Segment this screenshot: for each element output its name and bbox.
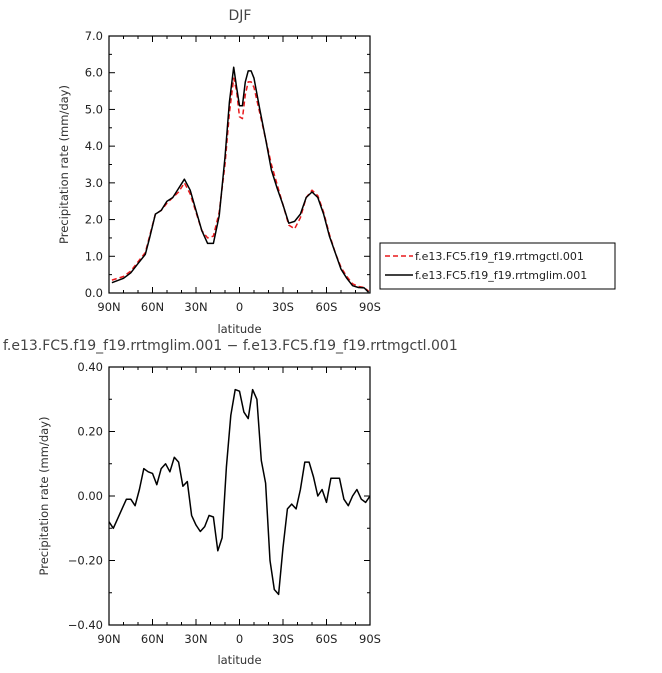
top-series-line-1 bbox=[111, 66, 370, 293]
top-xtick-label: 0 bbox=[236, 300, 243, 314]
bottom-ytick-label: −0.20 bbox=[68, 554, 103, 568]
bottom-xtick-label: 60S bbox=[316, 632, 338, 646]
top-xtick-label: 90S bbox=[359, 300, 381, 314]
top-series-group bbox=[111, 66, 370, 293]
top-ytick-label: 4.0 bbox=[85, 139, 103, 153]
bottom-xtick-label: 30S bbox=[272, 632, 294, 646]
top-ytick-label: 6.0 bbox=[85, 66, 103, 80]
bottom-ytick-label: −0.40 bbox=[68, 618, 103, 632]
top-xtick-label: 30S bbox=[272, 300, 294, 314]
bottom-plot-frame bbox=[108, 366, 371, 626]
bottom-chart-title: f.e13.FC5.f19_f19.rrtmglim.001 − f.e13.F… bbox=[3, 338, 458, 354]
top-xtick-label: 30N bbox=[184, 300, 207, 314]
top-ytick-label: 5.0 bbox=[85, 102, 103, 116]
top-ytick-label: 3.0 bbox=[85, 176, 103, 190]
bottom-x-axis-label: latitude bbox=[217, 653, 261, 667]
top-chart-title: DJF bbox=[229, 8, 252, 24]
top-x-axis-label: latitude bbox=[217, 322, 261, 336]
bottom-xtick-label: 0 bbox=[236, 632, 243, 646]
top-chart-panel: DJF 90N 60N 30N 0 30S 60S 90S 0.0 1.0 2.0 3.0 4.0 5.0… bbox=[57, 8, 616, 336]
bottom-xtick-label: 90S bbox=[359, 632, 381, 646]
legend-label-1: f.e13.FC5.f19_f19.rrtmglim.001 bbox=[415, 269, 587, 282]
bottom-series-line-0 bbox=[109, 388, 370, 596]
legend-label-0: f.e13.FC5.f19_f19.rrtmgctl.001 bbox=[415, 250, 584, 263]
bottom-xtick-label: 90N bbox=[97, 632, 120, 646]
top-y-axis-label: Precipitation rate (mm/day) bbox=[57, 85, 71, 244]
bottom-ytick-label: 0.00 bbox=[77, 489, 103, 503]
top-ytick-label: 1.0 bbox=[85, 249, 103, 263]
bottom-ytick-label: 0.40 bbox=[77, 360, 103, 374]
top-xtick-label: 60N bbox=[141, 300, 164, 314]
bottom-ytick-label: 0.20 bbox=[77, 425, 103, 439]
bottom-chart-panel: f.e13.FC5.f19_f19.rrtmglim.001 − f.e13.F… bbox=[3, 338, 458, 667]
top-plot-frame bbox=[108, 35, 371, 294]
legend-box bbox=[379, 242, 616, 290]
bottom-series-group bbox=[109, 388, 370, 596]
top-xtick-label: 90N bbox=[97, 300, 120, 314]
top-ytick-label: 0.0 bbox=[85, 286, 103, 300]
bottom-xtick-label: 30N bbox=[184, 632, 207, 646]
top-xtick-label: 60S bbox=[316, 300, 338, 314]
bottom-y-axis-label: Precipitation rate (mm/day) bbox=[37, 417, 51, 576]
top-ytick-label: 2.0 bbox=[85, 213, 103, 227]
bottom-xtick-label: 60N bbox=[141, 632, 164, 646]
top-series-line-0 bbox=[111, 77, 370, 292]
top-ytick-label: 7.0 bbox=[85, 29, 103, 43]
